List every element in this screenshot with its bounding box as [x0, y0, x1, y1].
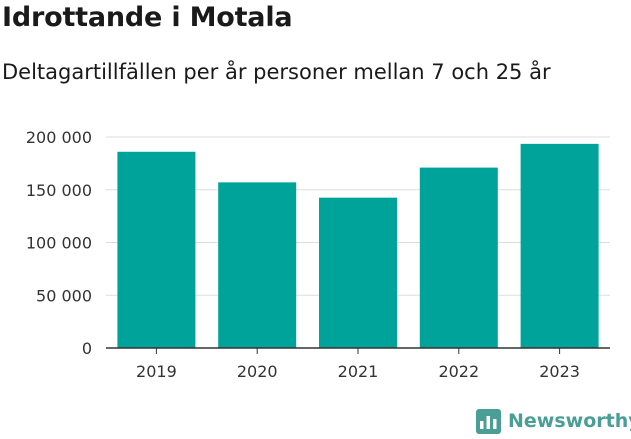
chart-subtitle: Deltagartillfällen per år personer mella… [2, 60, 551, 84]
x-tick-label: 2023 [539, 362, 580, 381]
bar [117, 151, 196, 348]
x-tick-label: 2019 [136, 362, 177, 381]
x-tick-label: 2020 [237, 362, 278, 381]
bar [520, 143, 599, 348]
bar [419, 167, 498, 348]
y-tick-label: 100 000 [26, 234, 92, 253]
newsworthy-brand: Newsworthy [476, 405, 631, 437]
x-tick-label: 2021 [338, 362, 379, 381]
brand-name: Newsworthy [508, 410, 631, 432]
bar-chart: 0 50 000 100 000 150 000 200 000 2019 2020 2021… [26, 128, 610, 381]
bar [218, 182, 297, 348]
newsworthy-logo-icon [476, 408, 501, 434]
x-tick-label: 2022 [438, 362, 479, 381]
y-tick-label: 0 [82, 339, 92, 358]
y-tick-label: 50 000 [36, 286, 92, 305]
y-tick-label: 150 000 [26, 181, 92, 200]
chart-title: Idrottande i Motala [2, 2, 293, 33]
bar [319, 197, 397, 348]
y-tick-label: 200 000 [26, 128, 92, 147]
